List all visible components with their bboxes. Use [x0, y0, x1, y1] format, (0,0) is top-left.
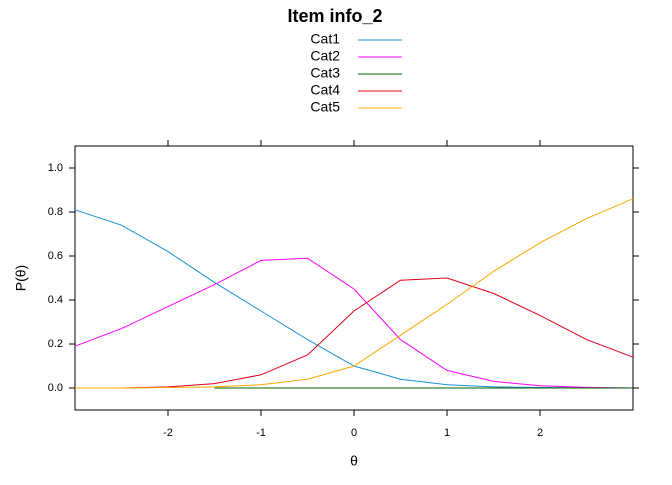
series-line — [74, 209, 634, 389]
x-tick-label: 0 — [351, 427, 357, 439]
legend-label: Cat3 — [310, 65, 340, 81]
legend-label: Cat2 — [310, 48, 340, 64]
legend-label: Cat1 — [310, 31, 340, 47]
legend-label: Cat5 — [310, 99, 340, 115]
x-tick-label: -2 — [163, 427, 173, 439]
y-tick-label: 0.4 — [48, 294, 63, 306]
y-tick-label: 1.0 — [48, 162, 63, 174]
y-tick-label: 0.0 — [48, 382, 63, 394]
chart-title: Item info_2 — [287, 6, 382, 26]
x-tick-label: -1 — [256, 427, 266, 439]
series-line — [74, 257, 634, 389]
x-tick-label: 1 — [444, 427, 450, 439]
x-axis-label: θ — [350, 453, 358, 469]
series-line — [75, 198, 634, 389]
y-tick-label: 0.8 — [48, 206, 63, 218]
legend-label: Cat4 — [310, 82, 340, 98]
plot-frame — [74, 145, 634, 411]
series-line — [121, 277, 634, 389]
x-tick-label: 2 — [537, 427, 543, 439]
y-tick-label: 0.2 — [48, 338, 63, 350]
y-axis-label: P(θ) — [13, 265, 29, 291]
y-tick-label: 0.6 — [48, 250, 63, 262]
